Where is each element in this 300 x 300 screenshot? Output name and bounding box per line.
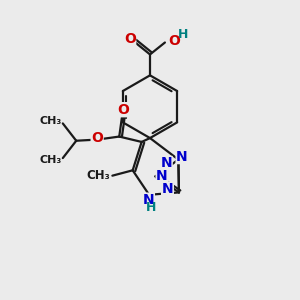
Text: N: N — [162, 182, 173, 196]
Text: O: O — [124, 32, 136, 46]
Text: O: O — [117, 103, 129, 117]
Text: N: N — [176, 150, 188, 164]
Text: N: N — [160, 156, 172, 170]
Text: CH₃: CH₃ — [39, 155, 61, 166]
Text: O: O — [91, 131, 103, 146]
Text: H: H — [146, 201, 156, 214]
Text: CH₃: CH₃ — [39, 116, 61, 126]
Text: CH₃: CH₃ — [86, 169, 110, 182]
Text: H: H — [178, 28, 188, 40]
Text: N: N — [143, 193, 154, 207]
Text: N: N — [156, 169, 168, 183]
Text: O: O — [168, 34, 180, 48]
